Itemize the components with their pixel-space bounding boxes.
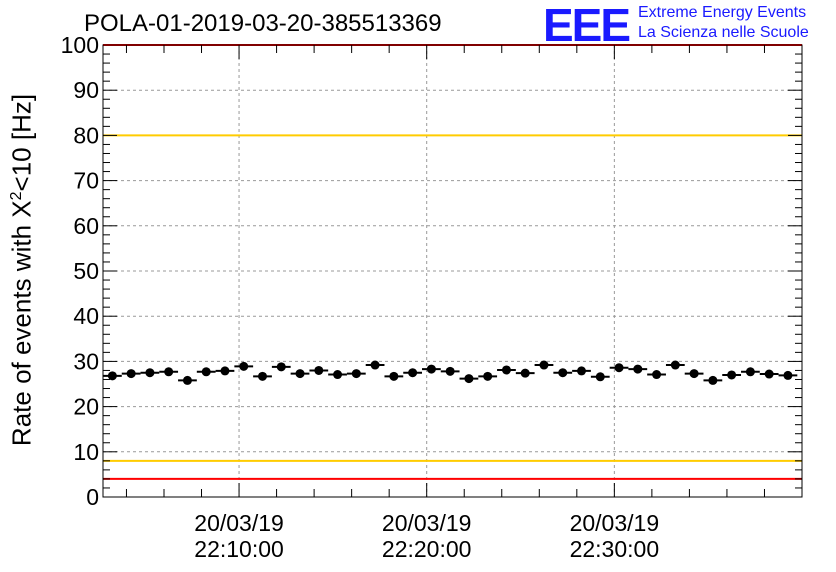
data-point <box>577 366 587 376</box>
data-point <box>633 364 643 374</box>
data-point <box>351 369 361 379</box>
data-point <box>126 369 136 379</box>
y-tick-label: 0 <box>86 484 99 510</box>
data-point <box>464 374 474 384</box>
eee-logo-mark: EEE <box>543 0 631 51</box>
y-tick-label: 100 <box>61 32 99 58</box>
data-point <box>408 368 418 378</box>
y-tick-label: 90 <box>73 77 99 103</box>
x-tick-label-date: 20/03/19 <box>194 510 284 536</box>
data-point <box>595 372 605 382</box>
data-point <box>614 363 624 373</box>
y-tick-label: 60 <box>73 213 99 239</box>
data-point <box>708 375 718 385</box>
data-point <box>239 361 249 371</box>
x-tick-label-date: 20/03/19 <box>570 510 660 536</box>
y-tick-label: 80 <box>73 122 99 148</box>
data-point <box>445 366 455 376</box>
data-point <box>520 368 530 378</box>
data-point <box>670 360 680 370</box>
x-tick-label-time: 22:10:00 <box>194 536 284 562</box>
data-point <box>539 360 549 370</box>
data-point <box>258 371 268 381</box>
data-point <box>164 367 174 377</box>
data-point <box>145 368 155 378</box>
data-point <box>426 364 436 374</box>
data-point <box>483 371 493 381</box>
y-tick-label: 70 <box>73 168 99 194</box>
data-point <box>727 370 737 380</box>
y-tick-label: 10 <box>73 439 99 465</box>
data-point <box>501 365 511 375</box>
data-point <box>745 367 755 377</box>
data-point <box>295 369 305 379</box>
data-point <box>783 370 793 380</box>
data-point <box>107 371 117 381</box>
chart-title: POLA-01-2019-03-20-385513369 <box>84 10 442 37</box>
x-tick-label-date: 20/03/19 <box>382 510 472 536</box>
data-point <box>389 371 399 381</box>
data-point <box>182 375 192 385</box>
data-point <box>764 369 774 379</box>
logo-line-1: Extreme Energy Events <box>638 4 807 21</box>
data-point <box>689 369 699 379</box>
data-point <box>652 370 662 380</box>
data-point <box>370 360 380 370</box>
data-point <box>333 370 343 380</box>
y-tick-label: 40 <box>73 303 99 329</box>
y-tick-label: 30 <box>73 348 99 374</box>
data-point <box>201 367 211 377</box>
eee-logo-text: Extreme Energy Events La Scienza nelle S… <box>638 3 809 43</box>
data-point <box>220 366 230 376</box>
logo-line-2: La Scienza nelle Scuole <box>638 24 809 41</box>
y-tick-label: 20 <box>73 394 99 420</box>
x-tick-label-time: 22:30:00 <box>570 536 660 562</box>
y-tick-label: 50 <box>73 258 99 284</box>
data-point <box>276 362 286 372</box>
x-tick-label-time: 22:20:00 <box>382 536 472 562</box>
data-point <box>314 365 324 375</box>
data-point <box>558 368 568 378</box>
